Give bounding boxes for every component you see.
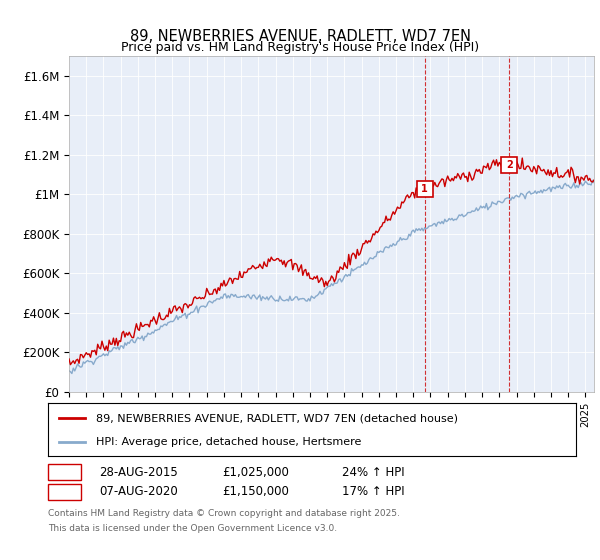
Text: Price paid vs. HM Land Registry's House Price Index (HPI): Price paid vs. HM Land Registry's House … <box>121 41 479 54</box>
Text: 1: 1 <box>61 467 68 477</box>
Text: 1: 1 <box>421 184 428 194</box>
Text: Contains HM Land Registry data © Crown copyright and database right 2025.: Contains HM Land Registry data © Crown c… <box>48 509 400 518</box>
Text: 24% ↑ HPI: 24% ↑ HPI <box>342 465 404 479</box>
Text: £1,150,000: £1,150,000 <box>222 485 289 498</box>
Text: 89, NEWBERRIES AVENUE, RADLETT, WD7 7EN (detached house): 89, NEWBERRIES AVENUE, RADLETT, WD7 7EN … <box>95 413 458 423</box>
Text: HPI: Average price, detached house, Hertsmere: HPI: Average price, detached house, Hert… <box>95 436 361 446</box>
Text: 07-AUG-2020: 07-AUG-2020 <box>99 485 178 498</box>
Text: 89, NEWBERRIES AVENUE, RADLETT, WD7 7EN: 89, NEWBERRIES AVENUE, RADLETT, WD7 7EN <box>130 29 470 44</box>
Text: 2: 2 <box>506 160 513 170</box>
Text: £1,025,000: £1,025,000 <box>222 465 289 479</box>
Text: 2: 2 <box>61 487 68 497</box>
Text: 17% ↑ HPI: 17% ↑ HPI <box>342 485 404 498</box>
Text: This data is licensed under the Open Government Licence v3.0.: This data is licensed under the Open Gov… <box>48 524 337 533</box>
Text: 28-AUG-2015: 28-AUG-2015 <box>99 465 178 479</box>
